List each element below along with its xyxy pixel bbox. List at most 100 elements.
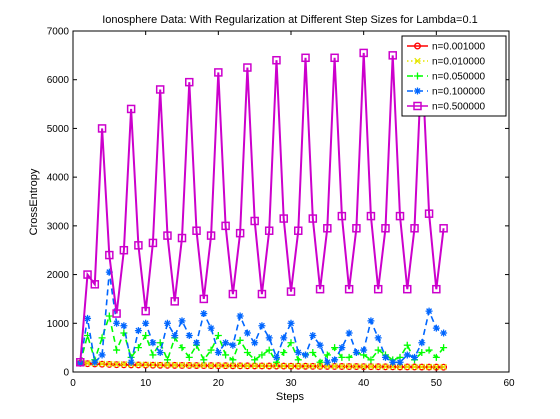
chart-title: Ionosphere Data: With Regularization at … [102,14,478,26]
data-point [388,51,397,60]
data-point [222,339,230,347]
data-point [76,358,85,367]
data-point [432,353,440,361]
data-point [105,360,113,368]
legend-item: n=0.050000 [407,72,486,83]
data-point [148,238,158,248]
data-point [149,361,157,369]
legend-item: n=0.010000 [407,57,486,68]
data-point [229,341,237,349]
data-point [280,349,288,357]
data-point [404,363,411,371]
data-point [251,362,258,370]
data-point [126,104,136,114]
data-point [410,224,419,233]
data-point [338,363,346,370]
data-point [113,361,121,369]
data-point [331,344,339,352]
data-point [294,356,302,364]
y-tick-label: 5000 [47,124,70,135]
data-point [141,306,150,316]
data-point [200,362,208,369]
data-point [287,362,295,370]
x-tick-label: 0 [70,378,76,389]
data-point [185,353,193,361]
data-point [200,310,208,318]
data-point [382,363,389,370]
legend-swatch-marker [414,72,421,80]
data-point [235,228,245,238]
data-point [425,346,433,354]
data-point [396,358,404,366]
data-point [221,221,230,231]
data-point [229,362,237,369]
data-point [206,231,216,240]
data-point [258,351,266,359]
x-tick-label: 50 [431,378,443,389]
data-point [367,356,375,364]
data-point [236,362,244,369]
data-point [134,344,142,352]
data-point [171,331,179,339]
data-point [381,353,389,361]
data-point [251,356,259,364]
data-point [395,211,405,221]
data-point [264,226,274,235]
y-tick-label: 2000 [47,270,70,281]
data-point [171,361,178,369]
data-point [302,362,309,370]
series-line [80,362,444,368]
data-point [352,224,361,233]
y-tick-label: 7000 [47,27,70,38]
data-point [156,361,164,369]
data-point [199,294,209,304]
data-point [373,284,383,294]
data-point [418,339,426,347]
data-point [403,284,412,294]
legend-item: n=0.001000 [407,42,486,53]
data-point [193,339,201,347]
data-point [374,334,382,342]
data-point [403,341,411,349]
data-point [337,211,347,221]
data-point [236,336,244,344]
data-point [222,362,229,369]
data-point [106,360,113,368]
data-point [433,363,440,371]
data-point [367,363,375,370]
data-point [113,360,120,368]
data-point [280,362,287,370]
data-point [286,287,296,296]
legend-swatch-marker [414,42,421,50]
data-point [98,351,106,359]
x-tick-label: 40 [358,378,370,389]
data-point [119,245,129,255]
data-point [113,319,121,327]
data-point [120,361,128,368]
data-point [338,353,346,361]
legend-swatch-marker [414,57,421,65]
data-point [84,314,92,322]
legend-swatch-marker [413,101,422,111]
data-point [403,351,411,359]
data-point [163,231,172,240]
data-point [214,68,223,77]
data-point [185,331,193,339]
data-point [243,329,251,337]
data-point [309,362,317,370]
series-2 [77,359,447,371]
data-point [135,361,142,368]
data-point [164,361,171,369]
data-point [149,351,157,359]
data-point [258,362,266,370]
data-point [177,233,187,243]
data-point [120,329,128,337]
data-point [345,363,353,370]
data-point [279,214,288,223]
data-point [440,329,448,337]
data-point [432,324,440,332]
data-point [149,339,157,347]
y-tick-label: 4000 [47,173,70,184]
data-point [178,361,186,369]
